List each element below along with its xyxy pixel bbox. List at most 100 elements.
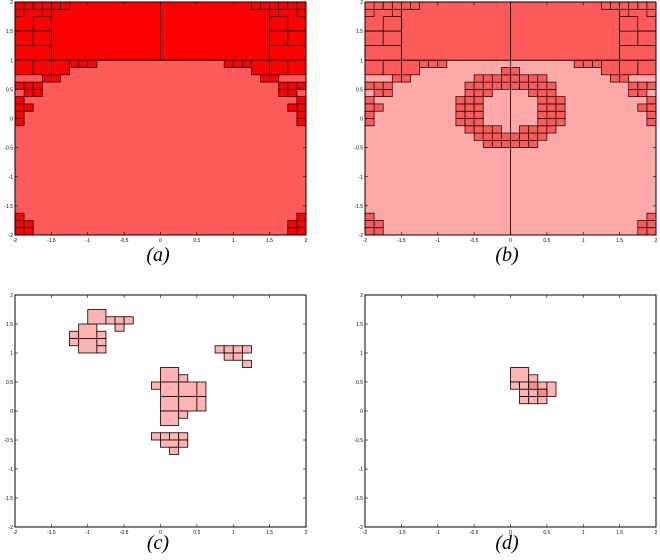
subdivision-box — [178, 410, 189, 419]
subdivision-box — [528, 74, 539, 83]
subdivision-box — [14, 220, 25, 229]
subdivision-box — [482, 74, 493, 83]
caption-c: (c) — [146, 532, 170, 554]
subdivision-box — [637, 103, 648, 112]
subdivision-box — [482, 132, 493, 141]
subdivision-box — [364, 103, 375, 112]
subdivision-box — [546, 381, 557, 397]
subdivision-box — [519, 388, 530, 397]
subdivision-box — [491, 132, 502, 141]
subdivision-box — [601, 59, 620, 76]
subdivision-box — [32, 30, 52, 47]
subdivision-box — [160, 381, 180, 397]
subdivision-box — [519, 132, 530, 141]
y-tick-label: -1 — [9, 175, 14, 181]
subdivision-box — [473, 103, 484, 112]
subdivision-box — [646, 227, 657, 236]
y-tick-label: -0.5 — [354, 146, 363, 152]
x-tick-label: 1.5 — [266, 238, 273, 244]
y-tick-label: -2 — [9, 525, 14, 531]
subdivision-box — [178, 374, 189, 383]
panel-c: -2-2 -1.5 -1.5 -1 -1 -0.5 -0.5 0 0 0.5 0.5 1 1 1.5 1.5… — [4, 293, 307, 536]
x-tick-label: 0.5 — [193, 238, 200, 244]
subdivision-box — [510, 139, 520, 148]
subdivision-box — [160, 1, 271, 61]
subdivision-box — [401, 1, 411, 10]
subdivision-box — [169, 446, 180, 455]
subdivision-box — [382, 16, 402, 32]
subdivision-box — [519, 81, 530, 90]
y-tick-label: -1 — [359, 175, 364, 181]
subdivision-box — [23, 103, 34, 112]
subdivision-box — [160, 410, 180, 426]
x-tick-label: -2 — [13, 530, 18, 536]
subdivision-box — [646, 81, 657, 90]
subdivision-box — [23, 227, 34, 236]
y-tick-label: -2 — [9, 233, 14, 239]
x-tick-label: -1.5 — [397, 530, 406, 536]
x-tick-label: -1.5 — [47, 530, 56, 536]
y-tick-label: 0 — [360, 117, 363, 123]
x-tick-label: 2 — [655, 530, 658, 536]
subdivision-box — [296, 227, 307, 236]
subdivision-box — [260, 1, 270, 10]
subdivision-box — [364, 110, 375, 119]
subdivision-box — [610, 74, 620, 83]
x-tick-label: 2 — [305, 238, 308, 244]
subdivision-box — [646, 220, 657, 229]
subdivision-box — [510, 81, 520, 90]
subdivision-box — [528, 139, 539, 148]
subdivision-box — [178, 396, 198, 412]
subdivision-box — [96, 330, 107, 339]
subdivision-box — [296, 220, 307, 229]
subdivision-box — [382, 81, 393, 90]
subdivision-box — [537, 118, 548, 127]
subdivision-box — [537, 388, 548, 397]
subdivision-box — [464, 96, 475, 105]
subdivision-box — [278, 81, 289, 90]
x-tick-label: -1.5 — [397, 238, 406, 244]
subdivision-box — [78, 59, 89, 68]
y-tick-label: 1.5 — [6, 29, 13, 35]
x-tick-label: -1 — [436, 238, 441, 244]
subdivision-box — [546, 110, 557, 119]
subdivision-box — [646, 96, 657, 105]
panel-d: -2-2 -1.5 -1.5 -1 -1 -0.5 -0.5 0 0 0.5 0.5 1 1 1.5 1.5… — [354, 293, 657, 536]
y-tick-label: -0.5 — [354, 438, 363, 444]
panel-b: -2-2 -1.5 -1.5 -1 -1 -0.5 -0.5 0 0 0.5 0.5 1 1 1.5 1.5… — [354, 0, 657, 244]
subdivision-box — [400, 1, 511, 61]
subdivision-box — [491, 81, 502, 90]
subdivision-box — [482, 81, 493, 90]
subdivision-box — [382, 30, 402, 47]
subdivision-box — [382, 89, 393, 98]
subdivision-box — [196, 381, 207, 397]
subdivision-box — [23, 89, 34, 98]
subdivision-box — [473, 110, 484, 119]
subdivision-box — [546, 96, 557, 105]
subdivision-box — [14, 110, 25, 119]
subdivision-box — [364, 96, 375, 105]
subdivision-box — [373, 227, 384, 236]
subdivision-box — [23, 220, 34, 229]
subdivision-box — [41, 8, 52, 17]
subdivision-box — [528, 125, 539, 134]
subdivision-box — [464, 89, 475, 98]
subdivision-box — [537, 96, 548, 105]
y-tick-label: 1.5 — [6, 322, 13, 328]
y-tick-label: 2 — [360, 293, 363, 299]
subdivision-box — [78, 323, 98, 339]
subdivision-box — [96, 345, 107, 354]
subdivision-box — [223, 345, 234, 354]
subdivision-box — [214, 345, 225, 354]
subdivision-box — [151, 381, 161, 390]
y-tick-label: -1 — [359, 467, 364, 473]
subdivision-box — [287, 103, 298, 112]
subdivision-box — [473, 118, 484, 127]
subdivision-box — [278, 89, 289, 98]
subdivision-box — [223, 352, 234, 361]
subdivision-box — [646, 103, 657, 112]
subdivision-box — [537, 74, 548, 83]
subdivision-box — [287, 220, 298, 229]
subdivision-box — [278, 1, 289, 10]
x-tick-label: -0.5 — [120, 530, 129, 536]
